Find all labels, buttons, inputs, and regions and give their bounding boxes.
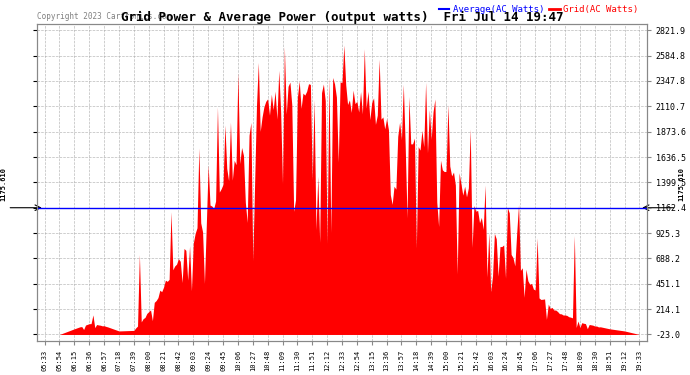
Legend: Average(AC Watts), Grid(AC Watts): Average(AC Watts), Grid(AC Watts) [435,2,642,18]
Text: Copyright 2023 Cartronics.com: Copyright 2023 Cartronics.com [37,12,171,21]
Text: 1175.610: 1175.610 [0,167,6,201]
Text: 1175.610: 1175.610 [678,167,684,201]
Title: Grid Power & Average Power (output watts)  Fri Jul 14 19:47: Grid Power & Average Power (output watts… [121,11,563,24]
